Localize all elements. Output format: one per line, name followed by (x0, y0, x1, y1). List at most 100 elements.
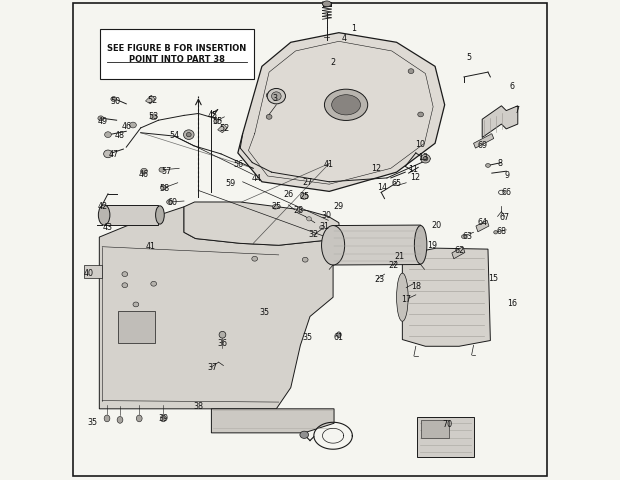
Ellipse shape (104, 415, 110, 422)
Ellipse shape (397, 274, 408, 322)
Polygon shape (84, 265, 102, 278)
Ellipse shape (494, 231, 498, 235)
Text: 19: 19 (428, 240, 438, 249)
Text: 44: 44 (251, 174, 261, 183)
Text: 11: 11 (409, 165, 419, 173)
Ellipse shape (461, 235, 466, 239)
Ellipse shape (99, 205, 110, 226)
Text: 12: 12 (410, 172, 420, 181)
Text: 32: 32 (309, 229, 319, 238)
FancyBboxPatch shape (100, 30, 254, 80)
Polygon shape (333, 226, 420, 265)
Ellipse shape (104, 151, 112, 158)
Text: 12: 12 (371, 164, 381, 172)
Polygon shape (417, 418, 474, 457)
Text: 3: 3 (273, 94, 278, 103)
Ellipse shape (307, 217, 311, 221)
Text: 41: 41 (323, 160, 334, 168)
Text: 65: 65 (391, 179, 402, 188)
Polygon shape (218, 125, 228, 133)
Text: SEE FIGURE B FOR INSERTION
POINT INTO PART 38: SEE FIGURE B FOR INSERTION POINT INTO PA… (107, 44, 246, 63)
Text: 40: 40 (84, 268, 94, 277)
Ellipse shape (272, 93, 281, 101)
Text: 47: 47 (108, 150, 119, 159)
Text: 35: 35 (259, 308, 269, 316)
Text: 1: 1 (351, 24, 356, 33)
Polygon shape (420, 420, 450, 438)
Text: 61: 61 (334, 333, 344, 341)
Text: 4: 4 (341, 34, 346, 43)
Ellipse shape (122, 272, 128, 277)
Text: 18: 18 (411, 281, 421, 290)
Ellipse shape (414, 226, 427, 264)
Ellipse shape (184, 131, 194, 140)
Text: 6: 6 (510, 82, 515, 91)
Ellipse shape (332, 96, 360, 116)
Ellipse shape (156, 206, 164, 225)
Text: 17: 17 (401, 294, 411, 303)
Text: 27: 27 (303, 178, 312, 187)
Text: 15: 15 (488, 274, 498, 283)
Text: 46: 46 (122, 121, 131, 130)
Ellipse shape (322, 2, 331, 8)
Text: 66: 66 (501, 188, 512, 196)
Ellipse shape (320, 226, 324, 230)
Text: 41: 41 (145, 241, 155, 250)
Ellipse shape (303, 258, 308, 263)
Text: 35: 35 (87, 417, 98, 426)
Text: 57: 57 (162, 167, 172, 176)
Text: 39: 39 (158, 413, 169, 422)
Text: 13: 13 (418, 153, 428, 162)
Text: 2: 2 (330, 58, 335, 67)
Ellipse shape (300, 431, 309, 439)
Ellipse shape (418, 113, 423, 118)
Ellipse shape (98, 117, 104, 121)
Text: 52: 52 (147, 96, 157, 104)
Text: 26: 26 (283, 190, 293, 199)
Ellipse shape (297, 208, 302, 212)
Ellipse shape (141, 169, 148, 175)
Polygon shape (476, 221, 489, 232)
Polygon shape (184, 203, 340, 246)
Polygon shape (99, 207, 333, 409)
Ellipse shape (219, 332, 226, 338)
Ellipse shape (266, 115, 272, 120)
Text: eReplacementParts.com: eReplacementParts.com (238, 243, 382, 256)
Ellipse shape (111, 97, 117, 102)
Text: 53: 53 (149, 112, 159, 120)
Text: 28: 28 (293, 205, 304, 214)
Text: 42: 42 (97, 202, 107, 211)
Ellipse shape (408, 70, 414, 74)
Ellipse shape (161, 415, 166, 422)
Ellipse shape (420, 155, 430, 164)
Text: 37: 37 (208, 363, 218, 372)
Text: 60: 60 (168, 198, 178, 207)
Polygon shape (402, 249, 490, 347)
Text: 31: 31 (319, 221, 329, 230)
Ellipse shape (161, 186, 166, 191)
Polygon shape (482, 107, 518, 138)
Text: 48: 48 (115, 131, 125, 140)
Ellipse shape (324, 90, 368, 121)
Text: 5: 5 (466, 53, 471, 62)
Ellipse shape (266, 94, 272, 98)
Ellipse shape (322, 226, 345, 265)
Text: 69: 69 (477, 141, 487, 149)
Text: 14: 14 (377, 183, 387, 192)
Ellipse shape (130, 123, 136, 129)
Polygon shape (474, 134, 494, 149)
Text: 67: 67 (500, 213, 510, 221)
Text: 30: 30 (322, 211, 332, 219)
Text: 35: 35 (303, 333, 312, 341)
Text: 38: 38 (193, 401, 203, 410)
Text: 16: 16 (507, 298, 517, 307)
Ellipse shape (105, 132, 112, 138)
Ellipse shape (159, 168, 165, 173)
Text: 45: 45 (208, 111, 218, 120)
Ellipse shape (423, 157, 428, 161)
Ellipse shape (136, 415, 142, 422)
Polygon shape (238, 34, 445, 192)
Ellipse shape (267, 89, 285, 105)
Ellipse shape (133, 302, 139, 307)
Text: 43: 43 (103, 222, 113, 231)
